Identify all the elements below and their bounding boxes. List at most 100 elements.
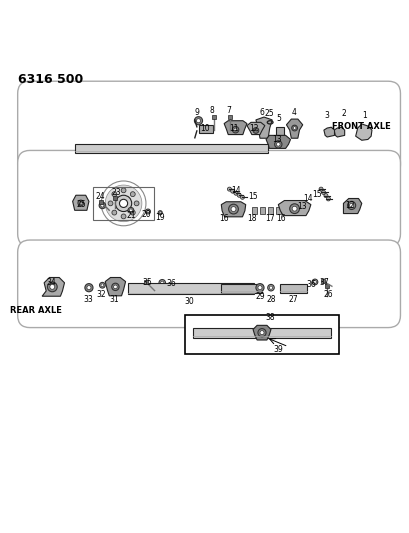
Circle shape bbox=[326, 197, 330, 201]
Circle shape bbox=[121, 188, 126, 193]
FancyBboxPatch shape bbox=[18, 81, 400, 177]
Text: 21: 21 bbox=[126, 211, 136, 220]
Text: 20: 20 bbox=[141, 211, 151, 219]
Text: 25: 25 bbox=[264, 109, 274, 118]
Circle shape bbox=[78, 200, 83, 206]
Circle shape bbox=[159, 279, 165, 286]
Circle shape bbox=[318, 187, 322, 191]
Text: 27: 27 bbox=[288, 295, 297, 304]
Polygon shape bbox=[105, 278, 125, 296]
Text: FRONT AXLE: FRONT AXLE bbox=[332, 122, 390, 131]
Circle shape bbox=[292, 206, 296, 211]
Text: 23: 23 bbox=[112, 188, 121, 197]
Text: 16: 16 bbox=[275, 214, 285, 223]
Text: 8: 8 bbox=[209, 107, 213, 116]
Circle shape bbox=[257, 329, 265, 337]
Text: 14: 14 bbox=[230, 186, 240, 195]
Text: 37: 37 bbox=[318, 278, 328, 287]
Circle shape bbox=[347, 201, 355, 209]
Bar bbox=[259, 207, 264, 214]
Bar bbox=[282, 207, 287, 214]
Circle shape bbox=[289, 204, 299, 214]
Text: 5: 5 bbox=[275, 114, 280, 123]
Circle shape bbox=[311, 279, 317, 285]
Text: 10: 10 bbox=[200, 124, 209, 133]
Bar bbox=[184, 316, 339, 354]
Text: 28: 28 bbox=[265, 295, 275, 304]
Bar bbox=[276, 207, 281, 214]
Circle shape bbox=[159, 212, 161, 214]
Circle shape bbox=[255, 284, 263, 292]
Text: 13: 13 bbox=[297, 201, 306, 211]
Circle shape bbox=[108, 201, 113, 206]
Text: 11: 11 bbox=[229, 124, 238, 133]
Circle shape bbox=[129, 209, 132, 212]
Circle shape bbox=[119, 199, 127, 207]
Polygon shape bbox=[286, 119, 302, 138]
FancyBboxPatch shape bbox=[18, 150, 400, 246]
Bar bbox=[93, 187, 154, 220]
Circle shape bbox=[228, 204, 238, 214]
Text: 3: 3 bbox=[324, 111, 329, 120]
Circle shape bbox=[323, 193, 327, 198]
Circle shape bbox=[227, 187, 231, 191]
Circle shape bbox=[50, 285, 55, 289]
Polygon shape bbox=[278, 200, 310, 215]
Text: 17: 17 bbox=[265, 214, 274, 223]
Bar bbox=[221, 284, 261, 293]
Circle shape bbox=[158, 211, 162, 215]
Circle shape bbox=[291, 125, 297, 131]
Circle shape bbox=[121, 214, 126, 219]
Polygon shape bbox=[333, 127, 344, 137]
Circle shape bbox=[267, 285, 274, 291]
Circle shape bbox=[99, 282, 105, 288]
Circle shape bbox=[274, 141, 281, 148]
Circle shape bbox=[115, 195, 131, 212]
Polygon shape bbox=[355, 124, 371, 140]
Bar bbox=[267, 207, 272, 214]
Text: 33: 33 bbox=[83, 295, 93, 304]
Text: 32: 32 bbox=[97, 290, 106, 298]
Text: 36: 36 bbox=[305, 279, 315, 288]
Polygon shape bbox=[42, 278, 64, 296]
Text: 31: 31 bbox=[110, 295, 119, 304]
Polygon shape bbox=[323, 127, 334, 137]
Polygon shape bbox=[224, 120, 246, 134]
Text: 24: 24 bbox=[96, 191, 105, 200]
Polygon shape bbox=[252, 325, 270, 340]
Circle shape bbox=[101, 204, 104, 207]
Text: 34: 34 bbox=[47, 278, 56, 287]
Text: 36: 36 bbox=[166, 279, 176, 288]
Circle shape bbox=[85, 284, 93, 292]
Text: 30: 30 bbox=[184, 296, 194, 305]
Text: 19: 19 bbox=[155, 213, 164, 222]
Text: 9: 9 bbox=[194, 108, 199, 117]
Text: 38: 38 bbox=[265, 313, 274, 322]
Polygon shape bbox=[343, 198, 361, 214]
Bar bbox=[280, 285, 306, 293]
Circle shape bbox=[259, 330, 263, 335]
Circle shape bbox=[292, 127, 295, 130]
Circle shape bbox=[105, 185, 142, 222]
Circle shape bbox=[145, 209, 150, 214]
Circle shape bbox=[101, 284, 103, 287]
Polygon shape bbox=[221, 202, 245, 217]
Text: 16: 16 bbox=[218, 214, 228, 223]
Circle shape bbox=[134, 201, 139, 206]
Text: 15: 15 bbox=[247, 191, 257, 200]
Circle shape bbox=[47, 282, 57, 292]
FancyBboxPatch shape bbox=[18, 240, 400, 328]
Text: 29: 29 bbox=[254, 292, 264, 301]
Circle shape bbox=[130, 210, 135, 215]
Circle shape bbox=[232, 126, 238, 133]
Circle shape bbox=[196, 119, 200, 123]
Bar bbox=[127, 283, 253, 294]
Text: 15: 15 bbox=[311, 190, 321, 199]
Circle shape bbox=[276, 142, 279, 146]
Polygon shape bbox=[72, 195, 89, 211]
Circle shape bbox=[146, 211, 149, 213]
Text: 13: 13 bbox=[271, 135, 281, 144]
Circle shape bbox=[230, 189, 234, 193]
Circle shape bbox=[240, 195, 244, 199]
Text: REAR AXLE: REAR AXLE bbox=[10, 306, 62, 315]
